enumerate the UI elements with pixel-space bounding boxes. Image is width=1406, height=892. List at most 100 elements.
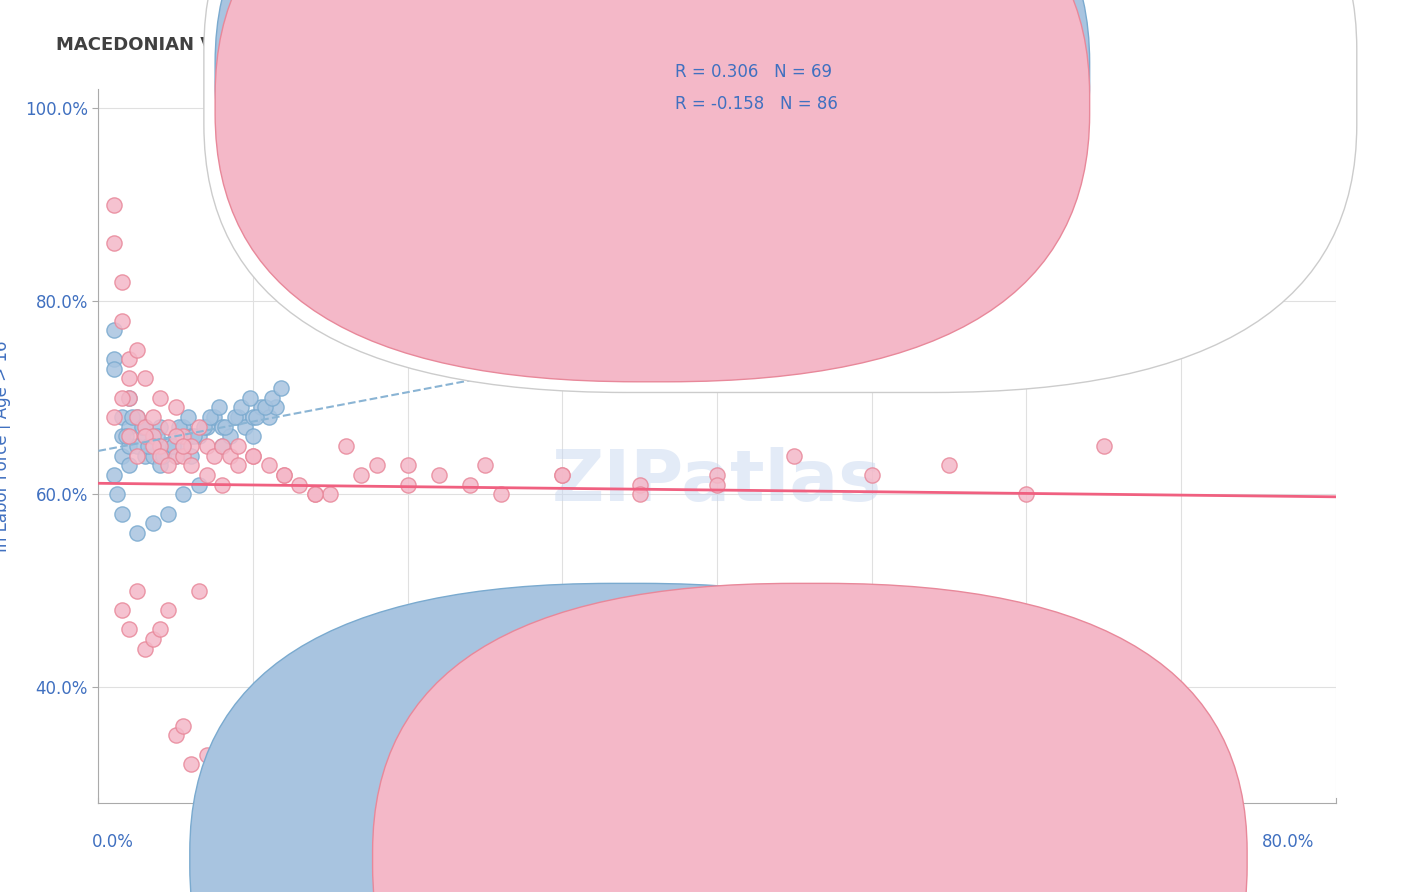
Burmese bbox=[141, 410, 165, 425]
Macedonians bbox=[118, 419, 141, 434]
Burmese bbox=[103, 410, 125, 425]
Burmese bbox=[157, 458, 180, 473]
Burmese bbox=[219, 449, 242, 463]
Macedonians bbox=[111, 449, 132, 463]
Burmese bbox=[149, 449, 172, 463]
Macedonians bbox=[121, 410, 143, 425]
Macedonians bbox=[134, 419, 156, 434]
Burmese bbox=[273, 467, 295, 482]
Text: R = 0.306   N = 69: R = 0.306 N = 69 bbox=[675, 63, 832, 81]
Macedonians bbox=[260, 391, 283, 405]
Macedonians bbox=[165, 449, 187, 463]
Burmese bbox=[628, 487, 651, 501]
Burmese bbox=[396, 477, 419, 491]
Macedonians bbox=[136, 439, 159, 453]
Burmese bbox=[1092, 439, 1115, 453]
Burmese bbox=[474, 458, 496, 473]
Macedonians bbox=[149, 419, 172, 434]
Burmese bbox=[149, 391, 172, 405]
Macedonians bbox=[167, 419, 190, 434]
Macedonians bbox=[245, 410, 267, 425]
Burmese bbox=[134, 429, 156, 443]
Burmese bbox=[242, 449, 264, 463]
Macedonians bbox=[103, 323, 125, 337]
Burmese bbox=[157, 419, 180, 434]
Burmese bbox=[273, 467, 295, 482]
Macedonians bbox=[211, 439, 233, 453]
Macedonians bbox=[257, 410, 280, 425]
Macedonians bbox=[118, 458, 141, 473]
Macedonians bbox=[141, 449, 165, 463]
Burmese bbox=[188, 583, 211, 598]
Burmese bbox=[103, 198, 125, 212]
Macedonians bbox=[229, 401, 252, 415]
Burmese bbox=[706, 477, 728, 491]
Burmese bbox=[211, 477, 233, 491]
Burmese bbox=[304, 487, 326, 501]
Burmese bbox=[141, 429, 165, 443]
Macedonians bbox=[149, 458, 172, 473]
Burmese bbox=[195, 747, 218, 762]
Macedonians bbox=[195, 419, 218, 434]
Macedonians bbox=[146, 429, 169, 443]
Macedonians bbox=[226, 410, 249, 425]
Macedonians bbox=[127, 410, 149, 425]
Burmese bbox=[111, 275, 132, 289]
Macedonians bbox=[152, 449, 174, 463]
Text: MACEDONIAN VS BURMESE IN LABOR FORCE | AGE > 16 CORRELATION CHART: MACEDONIAN VS BURMESE IN LABOR FORCE | A… bbox=[56, 36, 839, 54]
Macedonians bbox=[118, 391, 141, 405]
Macedonians bbox=[177, 410, 200, 425]
Macedonians bbox=[183, 429, 205, 443]
Burmese bbox=[141, 439, 165, 453]
Burmese bbox=[165, 429, 187, 443]
Burmese bbox=[165, 728, 187, 742]
Burmese bbox=[273, 757, 295, 772]
Macedonians bbox=[180, 429, 202, 443]
Burmese bbox=[350, 467, 373, 482]
Text: 80.0%: 80.0% bbox=[1263, 833, 1315, 851]
Macedonians bbox=[127, 439, 149, 453]
Macedonians bbox=[118, 439, 141, 453]
Macedonians bbox=[134, 449, 156, 463]
Macedonians bbox=[172, 419, 194, 434]
Burmese bbox=[134, 641, 156, 656]
Burmese bbox=[118, 371, 141, 385]
Burmese bbox=[149, 622, 172, 636]
Text: R = -0.158   N = 86: R = -0.158 N = 86 bbox=[675, 95, 838, 113]
Burmese bbox=[938, 458, 960, 473]
Burmese bbox=[118, 391, 141, 405]
Burmese bbox=[180, 439, 202, 453]
Macedonians bbox=[111, 429, 132, 443]
Burmese bbox=[396, 458, 419, 473]
Macedonians bbox=[239, 391, 262, 405]
Burmese bbox=[257, 458, 280, 473]
Burmese bbox=[226, 458, 249, 473]
Macedonians bbox=[103, 362, 125, 376]
Burmese bbox=[226, 728, 249, 742]
Macedonians bbox=[172, 439, 194, 453]
Macedonians bbox=[214, 419, 236, 434]
Macedonians bbox=[127, 525, 149, 540]
Burmese bbox=[134, 371, 156, 385]
Burmese bbox=[165, 401, 187, 415]
Burmese bbox=[195, 439, 218, 453]
Macedonians bbox=[188, 477, 211, 491]
Burmese bbox=[127, 343, 149, 357]
Burmese bbox=[149, 439, 172, 453]
Macedonians bbox=[242, 410, 264, 425]
Burmese bbox=[211, 439, 233, 453]
Burmese bbox=[783, 449, 806, 463]
Burmese bbox=[103, 236, 125, 251]
Burmese bbox=[172, 719, 194, 733]
Macedonians bbox=[211, 419, 233, 434]
Burmese bbox=[172, 439, 194, 453]
Macedonians bbox=[264, 401, 288, 415]
Burmese bbox=[628, 477, 651, 491]
Macedonians bbox=[115, 429, 138, 443]
Macedonians bbox=[111, 507, 132, 521]
Macedonians bbox=[141, 516, 165, 530]
Macedonians bbox=[270, 381, 292, 395]
Burmese bbox=[172, 449, 194, 463]
Macedonians bbox=[103, 352, 125, 367]
Macedonians bbox=[204, 410, 226, 425]
